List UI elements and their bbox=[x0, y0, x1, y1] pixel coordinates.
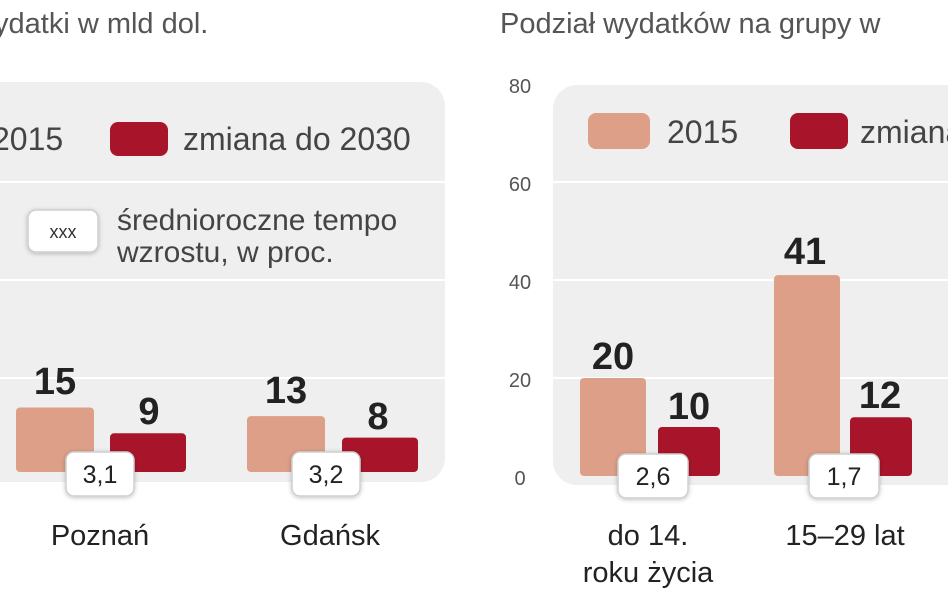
growth-rate-age1: 2,6 bbox=[617, 453, 689, 499]
value-label-age1-change: 10 bbox=[668, 386, 710, 428]
right-panel bbox=[553, 85, 948, 485]
note-line-2: wzrostu, w proc. bbox=[116, 236, 334, 269]
y-tick-60: 60 bbox=[509, 174, 531, 196]
category-label-age1-line2: roku życia bbox=[583, 557, 714, 589]
value-label-age2-change: 12 bbox=[859, 375, 901, 417]
note-box bbox=[27, 209, 99, 253]
right-chart-title: Podział wydatków na grupy w bbox=[500, 8, 881, 40]
right-legend-swatch-2015 bbox=[588, 113, 650, 149]
svg-text:3,2: 3,2 bbox=[309, 461, 344, 489]
svg-text:3,1: 3,1 bbox=[83, 461, 118, 489]
growth-rate-poznan: 3,1 bbox=[65, 451, 135, 497]
svg-text:2,6: 2,6 bbox=[636, 463, 671, 491]
right-legend-label-change: zmiana bbox=[860, 114, 948, 150]
growth-rate-age2: 1,7 bbox=[808, 453, 880, 499]
left-gridlines bbox=[0, 181, 445, 379]
note-line-1: średnioroczne tempo bbox=[117, 204, 397, 237]
bar-2015-age-0 bbox=[580, 378, 646, 476]
right-legend-swatch-change bbox=[790, 113, 848, 149]
left-chart-title: ydatki w mld dol. bbox=[0, 8, 208, 40]
y-tick-0: 0 bbox=[514, 468, 525, 490]
left-legend-label-2015: 2015 bbox=[0, 121, 63, 157]
growth-rate-gdansk: 3,2 bbox=[291, 451, 361, 497]
value-label-age2-2015: 41 bbox=[784, 231, 826, 273]
bar-2015-age-1 bbox=[774, 275, 840, 476]
left-legend-label-change: zmiana do 2030 bbox=[183, 121, 411, 157]
svg-text:1,7: 1,7 bbox=[827, 463, 862, 491]
left-legend-swatch-change bbox=[110, 122, 168, 156]
value-label-age1-2015: 20 bbox=[592, 336, 634, 378]
category-label-age1-line1: do 14. bbox=[608, 520, 689, 552]
category-label-gdansk: Gdańsk bbox=[280, 520, 380, 552]
right-legend-label-2015: 2015 bbox=[667, 114, 738, 150]
category-label-age2: 15–29 lat bbox=[785, 520, 904, 552]
bar-change-1 bbox=[342, 437, 418, 472]
y-tick-40: 40 bbox=[509, 272, 531, 294]
value-label-poznan-2015: 15 bbox=[34, 361, 76, 403]
value-label-gdansk-2015: 13 bbox=[265, 370, 307, 412]
y-tick-20: 20 bbox=[509, 370, 531, 392]
note-box-text: xxx bbox=[50, 222, 77, 242]
value-label-poznan-change: 9 bbox=[138, 391, 159, 433]
category-label-poznan: Poznań bbox=[51, 520, 149, 552]
y-tick-80: 80 bbox=[509, 76, 531, 98]
value-label-gdansk-change: 8 bbox=[367, 396, 388, 438]
